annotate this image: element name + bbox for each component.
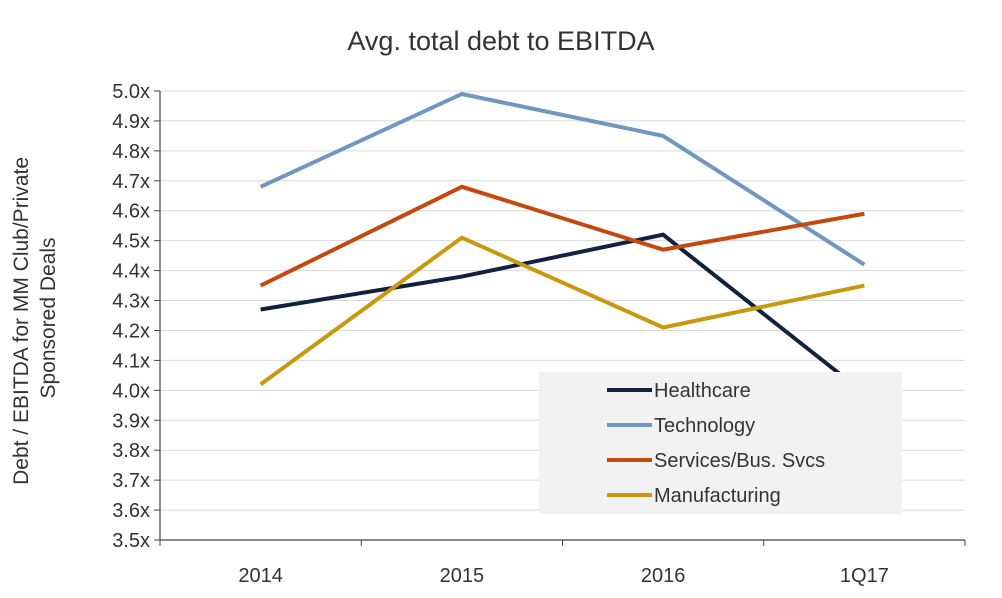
y-tick-label: 4.0x [112, 380, 150, 402]
y-axis-title: Debt / EBITDA for MM Club/Private Sponso… [10, 151, 60, 485]
x-tick-label: 2015 [440, 565, 485, 587]
y-tick-label: 3.6x [112, 500, 150, 522]
y-tick-label: 3.9x [112, 410, 150, 432]
x-tick-label: 2014 [238, 565, 283, 587]
legend-box [539, 372, 902, 514]
y-axis: 3.5x 3.6x 3.7x 3.8x 3.9x 4.0x 4.1x 4.2x 4.3x 4.4x… [112, 81, 161, 552]
y-tick-label: 3.5x [112, 530, 150, 552]
y-tick-label: 5.0x [112, 81, 150, 103]
y-tick-label: 4.3x [112, 291, 150, 313]
series-line-4 [259, 235, 865, 386]
x-tick-label: 2016 [641, 565, 686, 587]
y-tick-label: 3.7x [112, 470, 150, 492]
legend-label: Technology [654, 415, 755, 437]
y-tick-label: 4.1x [112, 350, 150, 372]
y-axis-title-line-1: Debt / EBITDA for MM Club/Private [10, 157, 33, 485]
legend-label: Manufacturing [654, 485, 781, 507]
series-lines [259, 91, 866, 395]
y-tick-label: 4.8x [112, 141, 150, 163]
y-tick-label: 4.2x [112, 320, 150, 342]
legend-label: Healthcare [654, 380, 751, 402]
y-tick-label: 4.6x [112, 201, 150, 223]
y-tick-label: 3.8x [112, 440, 150, 462]
chart-title: Avg. total debt to EBITDA [347, 26, 654, 56]
x-axis: 2014 2015 2016 1Q17 [159, 539, 966, 587]
y-axis-title-line-2: Sponsored Deals [37, 237, 60, 398]
series-line-2 [259, 91, 866, 267]
series-line-1 [260, 232, 866, 395]
series-line-3 [259, 184, 865, 288]
y-tick-label: 4.4x [112, 261, 150, 283]
x-tick-label: 1Q17 [840, 565, 889, 587]
legend-label: Services/Bus. Svcs [654, 450, 825, 472]
y-tick-label: 4.9x [112, 111, 150, 133]
svg-text:Debt / EBITDA for MM Club/Priv: Debt / EBITDA for MM Club/Private Sponso… [10, 151, 60, 485]
legend: Healthcare Technology Services/Bus. Svcs Ma… [539, 372, 902, 514]
y-tick-label: 4.7x [112, 171, 150, 193]
y-tick-label: 4.5x [112, 231, 150, 253]
